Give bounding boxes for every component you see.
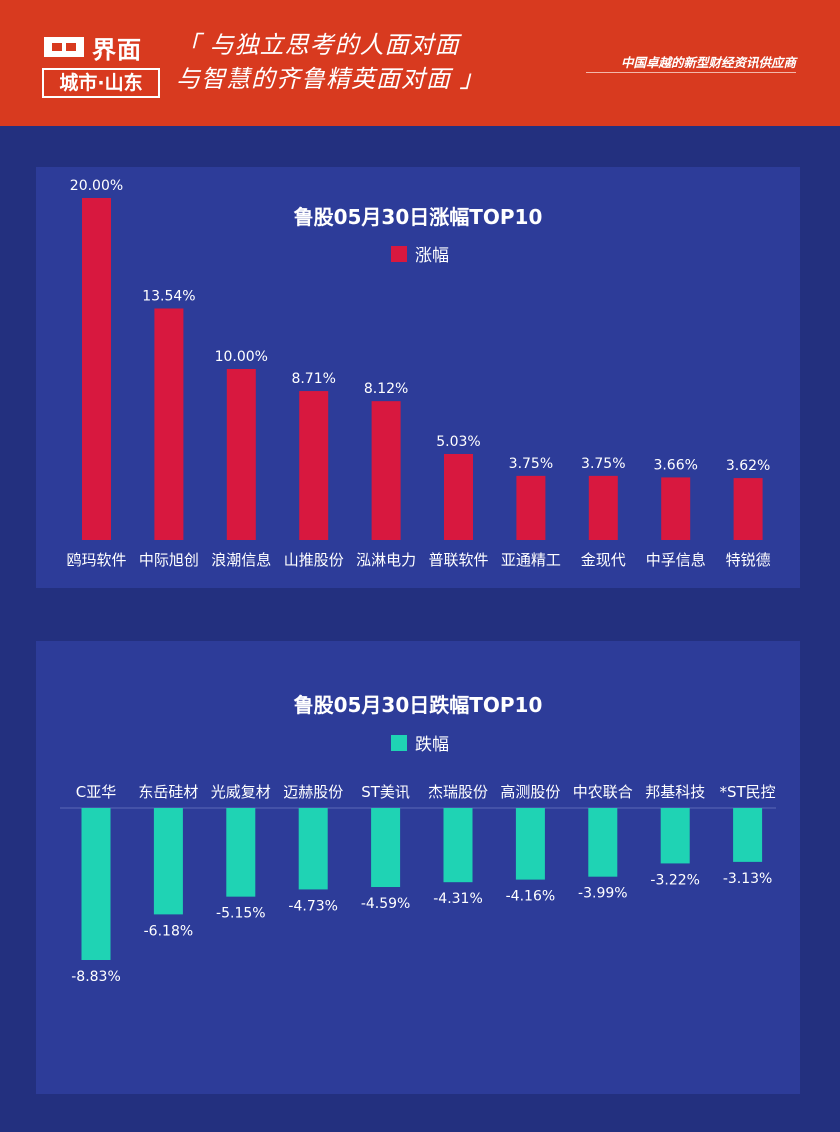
bar: [733, 808, 763, 862]
gainers-chart: 鲁股05月30日涨幅TOP10 涨幅 20.00% 鸥玛软件 13.54% 中际旭创 10.…: [66, 178, 771, 569]
category-label: 金现代: [581, 551, 626, 569]
value-label: 10.00%: [215, 349, 268, 365]
value-label: 13.54%: [142, 288, 195, 304]
bar: [444, 453, 473, 540]
category-label: C亚华: [76, 783, 116, 801]
bar: [82, 198, 111, 540]
category-label: 鸥玛软件: [66, 551, 126, 569]
category-label: 东岳硅材: [138, 783, 198, 801]
header-banner: 界面 城市·山东 「 与独立思考的人面对面 与智慧的齐鲁精英面对面 」 中国卓越…: [0, 0, 840, 126]
category-label: 亚通精工: [501, 551, 561, 569]
bar: [299, 391, 329, 540]
chart-title: 鲁股05月30日涨幅TOP10: [294, 205, 543, 229]
legend-label: 跌幅: [415, 735, 449, 755]
category-label: 邦基科技: [645, 783, 705, 801]
bar: [660, 808, 690, 864]
value-label: 3.62%: [726, 458, 770, 474]
gainers-panel: 鲁股05月30日涨幅TOP10 涨幅 20.00% 鸥玛软件 13.54% 中际旭创 10.…: [36, 167, 800, 588]
bar: [81, 808, 111, 960]
bar: [661, 477, 691, 540]
legend-swatch: [391, 735, 407, 751]
bar: [515, 808, 545, 880]
slogan: 「 与独立思考的人面对面 与智慧的齐鲁精英面对面 」: [176, 28, 485, 96]
losers-chart: 鲁股05月30日跌幅TOP10 跌幅 -8.83% C亚华 -6.18% 东岳硅材 -5.1…: [60, 693, 776, 985]
category-label: 特锐德: [726, 551, 771, 569]
category-label: 杰瑞股份: [428, 783, 488, 801]
value-label: 8.12%: [364, 381, 408, 397]
category-label: 中际旭创: [139, 551, 199, 569]
bar: [298, 808, 328, 890]
category-label: ST美讯: [361, 783, 410, 801]
category-label: 泓淋电力: [356, 551, 416, 569]
bar: [226, 808, 256, 897]
value-label: -4.73%: [288, 898, 338, 914]
tagline-underline: [586, 72, 796, 73]
jiemian-logo: 界面 城市·山东: [42, 30, 160, 100]
chart-title: 鲁股05月30日跌幅TOP10: [294, 693, 543, 717]
bar: [226, 369, 256, 540]
bar: [588, 808, 618, 877]
category-label: 高测股份: [500, 783, 560, 801]
bar: [588, 475, 618, 540]
value-label: -5.15%: [216, 906, 266, 922]
tagline: 中国卓越的新型财经资讯供应商: [620, 55, 796, 70]
slogan-line-1: 「 与独立思考的人面对面: [176, 31, 460, 59]
logo-sub-text: 城市·山东: [42, 68, 160, 98]
category-label: 普联软件: [428, 551, 488, 569]
losers-panel: 鲁股05月30日跌幅TOP10 跌幅 -8.83% C亚华 -6.18% 东岳硅材 -5.1…: [36, 641, 800, 1094]
category-label: *ST民控: [720, 783, 776, 801]
bar: [443, 808, 473, 883]
value-label: -4.31%: [433, 891, 483, 907]
value-label: 3.75%: [581, 456, 625, 472]
bar: [153, 808, 183, 915]
legend-swatch: [391, 246, 407, 262]
bar: [371, 401, 401, 540]
legend-label: 涨幅: [415, 246, 449, 266]
value-label: 3.66%: [653, 457, 697, 473]
category-label: 山推股份: [284, 551, 344, 569]
logo-mark-icon: [44, 37, 84, 57]
value-label: 20.00%: [70, 178, 123, 194]
value-label: 8.71%: [291, 371, 335, 387]
category-label: 光威复材: [211, 783, 271, 801]
value-label: -3.99%: [578, 886, 628, 902]
value-label: -3.13%: [723, 871, 773, 887]
bar: [154, 308, 184, 540]
category-label: 迈赫股份: [283, 783, 343, 801]
bar: [516, 475, 546, 540]
value-label: 3.75%: [509, 456, 553, 472]
value-label: -6.18%: [144, 923, 194, 939]
value-label: -8.83%: [71, 969, 121, 985]
bar: [371, 808, 401, 888]
value-label: -4.16%: [506, 889, 556, 905]
value-label: -4.59%: [361, 896, 411, 912]
value-label: 5.03%: [436, 434, 480, 450]
category-label: 中孚信息: [646, 551, 706, 569]
bar: [733, 478, 763, 540]
category-label: 浪潮信息: [211, 551, 271, 569]
slogan-line-2: 与智慧的齐鲁精英面对面 」: [176, 65, 485, 93]
value-label: -3.22%: [650, 872, 700, 888]
category-label: 中农联合: [573, 783, 633, 801]
logo-main-text: 界面: [92, 35, 142, 64]
